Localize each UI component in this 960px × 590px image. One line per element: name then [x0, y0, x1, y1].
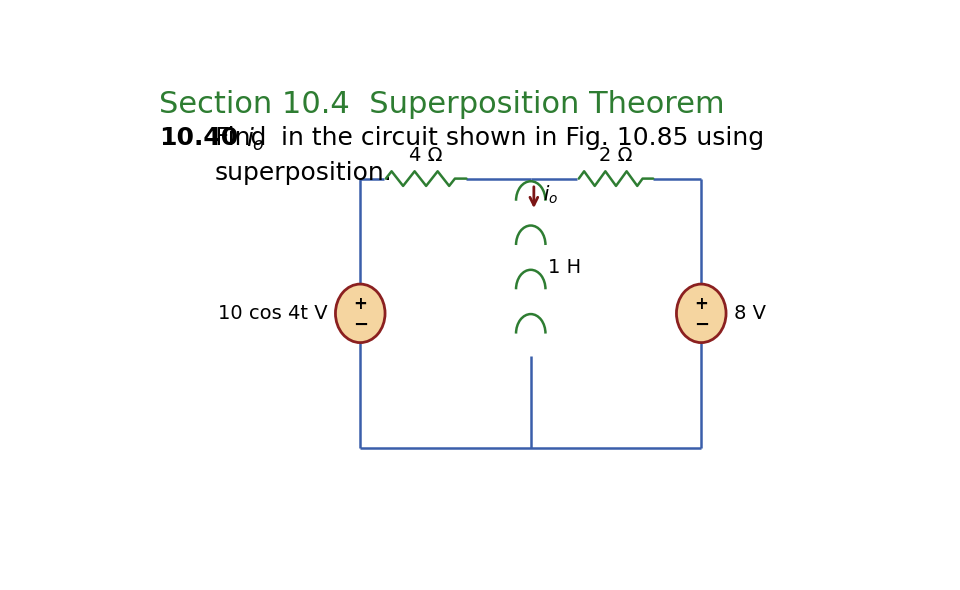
Text: $i_o$: $i_o$	[247, 126, 265, 153]
Text: 1 H: 1 H	[548, 258, 581, 277]
Ellipse shape	[677, 284, 726, 343]
Text: −: −	[694, 316, 708, 333]
Text: +: +	[694, 295, 708, 313]
Text: 10 cos 4t V: 10 cos 4t V	[218, 304, 327, 323]
Text: −: −	[352, 316, 368, 333]
Text: Section 10.4  Superposition Theorem: Section 10.4 Superposition Theorem	[158, 90, 725, 119]
Text: +: +	[353, 295, 367, 313]
Text: 2 Ω: 2 Ω	[599, 146, 633, 165]
Text: in the circuit shown in Fig. 10.85 using: in the circuit shown in Fig. 10.85 using	[273, 126, 764, 150]
Text: superposition.: superposition.	[214, 161, 393, 185]
Text: Find: Find	[214, 126, 274, 150]
Text: $i_o$: $i_o$	[543, 184, 559, 206]
Ellipse shape	[335, 284, 385, 343]
Text: 8 V: 8 V	[733, 304, 766, 323]
Text: 4 Ω: 4 Ω	[409, 146, 443, 165]
Text: 10.40: 10.40	[158, 126, 238, 150]
